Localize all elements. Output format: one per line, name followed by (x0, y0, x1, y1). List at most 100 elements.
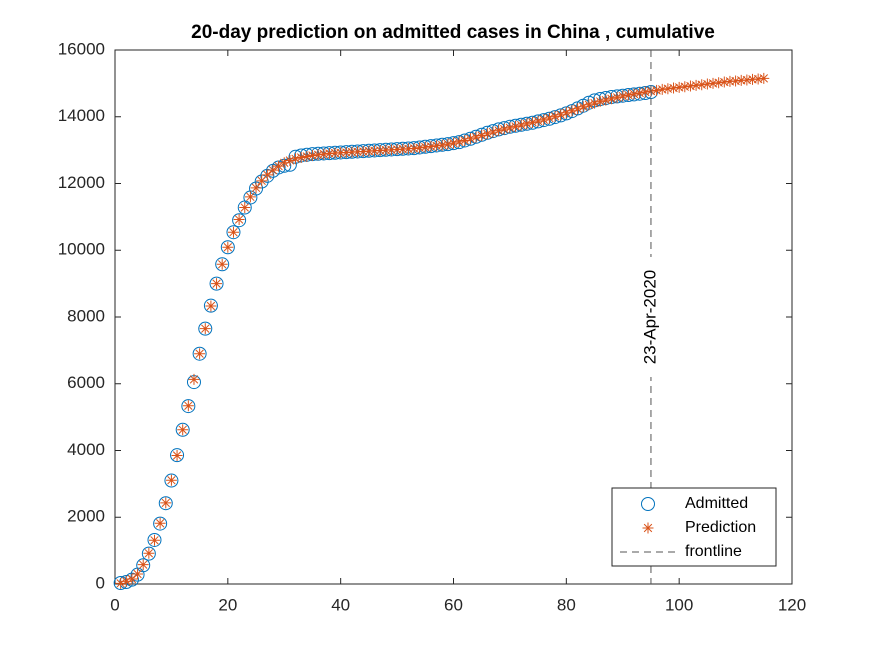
point (718, 76, 730, 88)
point (232, 213, 247, 228)
point (209, 276, 224, 291)
point (261, 169, 273, 181)
point (560, 107, 572, 119)
point (690, 79, 702, 91)
y-tick-label: 0 (96, 573, 105, 592)
point (222, 241, 234, 253)
point (211, 278, 223, 290)
point (385, 144, 397, 156)
point (380, 144, 392, 156)
point (634, 87, 646, 99)
point (323, 147, 335, 159)
point (622, 89, 634, 101)
point (628, 88, 640, 100)
point (136, 558, 151, 573)
point (254, 174, 269, 189)
point (147, 532, 162, 547)
point (188, 373, 200, 385)
point (158, 496, 173, 511)
point (397, 143, 409, 155)
x-tick-label: 80 (557, 595, 576, 614)
point (227, 226, 239, 238)
point (515, 119, 527, 131)
point (436, 139, 448, 151)
point (249, 181, 264, 196)
point (340, 146, 352, 158)
point (233, 214, 245, 226)
point (312, 149, 324, 161)
legend-label: Admitted (685, 495, 748, 512)
point (735, 74, 747, 86)
x-tick-label: 100 (665, 595, 693, 614)
point (171, 450, 183, 462)
point (391, 143, 403, 155)
point (165, 474, 177, 486)
point (600, 94, 612, 106)
y-tick-label: 8000 (67, 306, 105, 325)
point (153, 516, 168, 531)
point (510, 120, 522, 132)
point (741, 74, 753, 86)
point (538, 114, 550, 126)
point (137, 559, 149, 571)
y-tick-label: 6000 (67, 373, 105, 392)
point (758, 72, 770, 84)
point (374, 144, 386, 156)
point (684, 80, 696, 92)
point (747, 73, 759, 85)
point (182, 400, 194, 412)
point (115, 577, 127, 589)
frontline-label: 23-Apr-2020 (640, 270, 659, 365)
point (250, 182, 262, 194)
point (160, 497, 172, 509)
point (639, 86, 651, 98)
point (572, 103, 584, 115)
point (605, 93, 617, 105)
point (549, 110, 561, 122)
point (673, 81, 685, 93)
point (215, 257, 230, 272)
x-tick-label: 0 (110, 595, 119, 614)
point (181, 399, 196, 414)
point (504, 122, 516, 134)
point (143, 547, 155, 559)
point (132, 568, 144, 580)
x-tick-label: 120 (778, 595, 806, 614)
point (617, 90, 629, 102)
point (192, 346, 207, 361)
point (583, 99, 595, 111)
point (414, 142, 426, 154)
point (329, 147, 341, 159)
point (318, 148, 330, 160)
point (701, 78, 713, 90)
point (487, 126, 499, 138)
point (244, 191, 256, 203)
point (267, 164, 279, 176)
point (521, 118, 533, 130)
point (199, 323, 211, 335)
y-tick-label: 10000 (58, 240, 105, 259)
point (220, 240, 235, 255)
point (577, 101, 589, 113)
point (346, 146, 358, 158)
point (177, 424, 189, 436)
point (284, 154, 296, 166)
point (306, 149, 318, 161)
point (113, 575, 128, 590)
point (290, 153, 302, 165)
point (448, 137, 459, 149)
point (164, 473, 179, 488)
point (335, 147, 347, 159)
point (543, 112, 555, 124)
point (141, 546, 156, 561)
y-tick-label: 12000 (58, 173, 105, 192)
legend-box (611, 487, 777, 567)
point (470, 131, 482, 143)
y-tick-label: 16000 (58, 39, 105, 58)
x-tick-label: 60 (444, 595, 463, 614)
point (651, 84, 663, 96)
point (198, 321, 213, 336)
point (226, 225, 241, 240)
point (662, 83, 674, 95)
point (154, 517, 166, 529)
